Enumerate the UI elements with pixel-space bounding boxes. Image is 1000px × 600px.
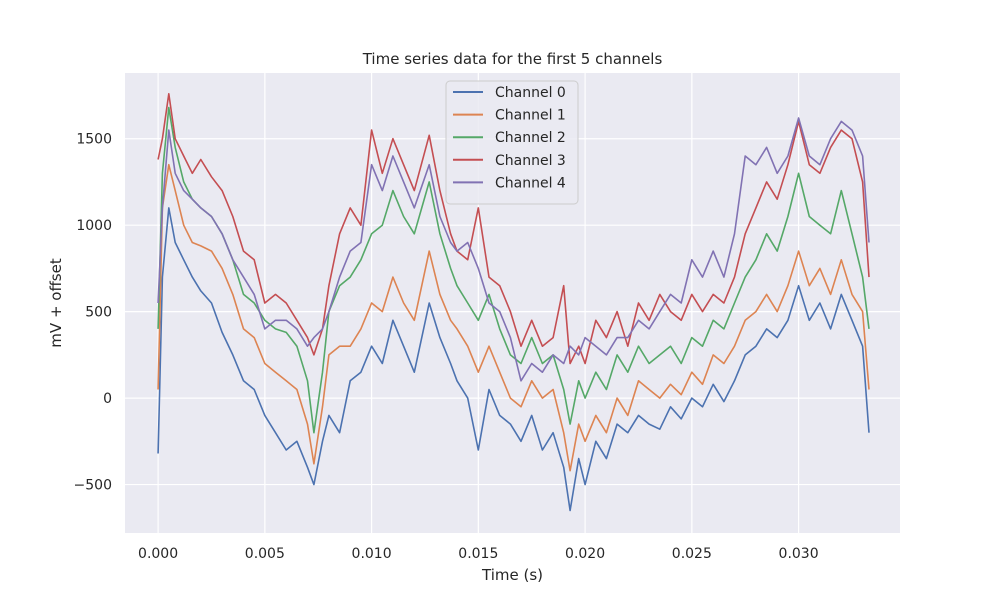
x-tick-label: 0.005 bbox=[245, 546, 285, 562]
chart-title: Time series data for the first 5 channel… bbox=[362, 50, 663, 68]
series-lines bbox=[157, 93, 870, 512]
series-line-channel-4 bbox=[157, 117, 870, 382]
legend-label: Channel 0 bbox=[495, 85, 566, 101]
x-axis-label: Time (s) bbox=[481, 566, 543, 584]
series-line-channel-3 bbox=[157, 93, 870, 365]
y-tick-label: −500 bbox=[74, 478, 112, 494]
legend-label: Channel 4 bbox=[495, 175, 566, 191]
x-tick-label: 0.000 bbox=[138, 546, 178, 562]
legend-label: Channel 1 bbox=[495, 108, 566, 124]
y-axis-label: mV + offset bbox=[47, 258, 65, 348]
y-tick-label: 1500 bbox=[76, 132, 112, 148]
y-axis-ticks: −500 0 500 1000 1500 bbox=[74, 132, 112, 494]
x-tick-label: 0.030 bbox=[779, 546, 819, 562]
legend: Channel 0 Channel 1 Channel 2 Channel 3 Chan… bbox=[445, 80, 579, 205]
series-line-channel-0 bbox=[157, 207, 870, 512]
legend-label: Channel 3 bbox=[495, 153, 566, 169]
x-tick-label: 0.025 bbox=[672, 546, 712, 562]
legend-box bbox=[445, 80, 579, 205]
legend-label: Channel 2 bbox=[495, 130, 566, 146]
x-tick-label: 0.010 bbox=[352, 546, 392, 562]
y-tick-label: 0 bbox=[103, 391, 112, 407]
y-tick-label: 500 bbox=[85, 305, 112, 321]
series-line-channel-1 bbox=[157, 163, 870, 472]
x-axis-ticks: 0.000 0.005 0.010 0.015 0.020 0.025 0.030 bbox=[138, 546, 819, 562]
x-tick-label: 0.015 bbox=[458, 546, 498, 562]
y-tick-label: 1000 bbox=[76, 218, 112, 234]
series-line-channel-2 bbox=[157, 106, 870, 434]
x-tick-label: 0.020 bbox=[565, 546, 605, 562]
